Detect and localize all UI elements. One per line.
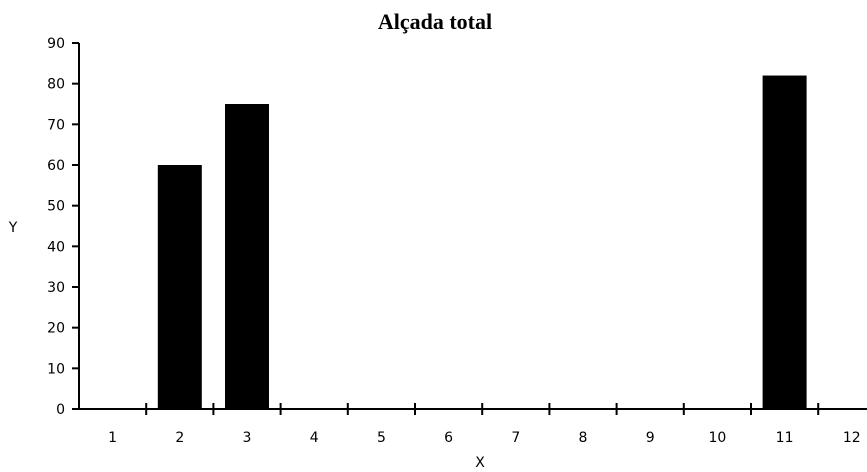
chart-title: Alçada total (378, 9, 492, 34)
y-tick-label: 0 (56, 402, 65, 418)
bar-11 (762, 75, 807, 410)
y-tick-label: 30 (47, 280, 65, 296)
y-axis-ticks: 0 10 20 30 40 50 60 70 80 90 (47, 36, 79, 418)
y-tick-label: 20 (47, 321, 65, 337)
x-tick-label: 4 (310, 430, 319, 446)
y-tick-label: 80 (47, 77, 65, 93)
x-tick-label: 2 (175, 430, 184, 446)
x-tick-label: 8 (579, 430, 588, 446)
x-axis-ticks: 1 2 3 4 5 6 7 8 9 10 11 12 (108, 403, 861, 446)
bar-2 (157, 165, 202, 409)
bars-group (157, 75, 807, 410)
y-tick-label: 60 (47, 158, 65, 174)
y-tick-label: 40 (47, 239, 65, 255)
y-axis-label: Y (8, 220, 18, 236)
x-tick-label: 5 (377, 430, 386, 446)
y-tick-label: 50 (47, 199, 65, 215)
y-tick-label: 70 (47, 117, 65, 133)
x-tick-label: 10 (708, 430, 726, 446)
x-tick-label: 3 (243, 430, 252, 446)
x-tick-label: 11 (776, 430, 794, 446)
bar-3 (225, 104, 269, 409)
x-axis-label: X (475, 455, 485, 471)
x-tick-label: 6 (444, 430, 453, 446)
y-tick-label: 90 (47, 36, 65, 52)
x-tick-label: 12 (843, 430, 861, 446)
x-tick-label: 7 (511, 430, 520, 446)
x-tick-label: 1 (108, 430, 117, 446)
x-tick-label: 9 (646, 430, 655, 446)
y-tick-label: 10 (47, 361, 65, 377)
